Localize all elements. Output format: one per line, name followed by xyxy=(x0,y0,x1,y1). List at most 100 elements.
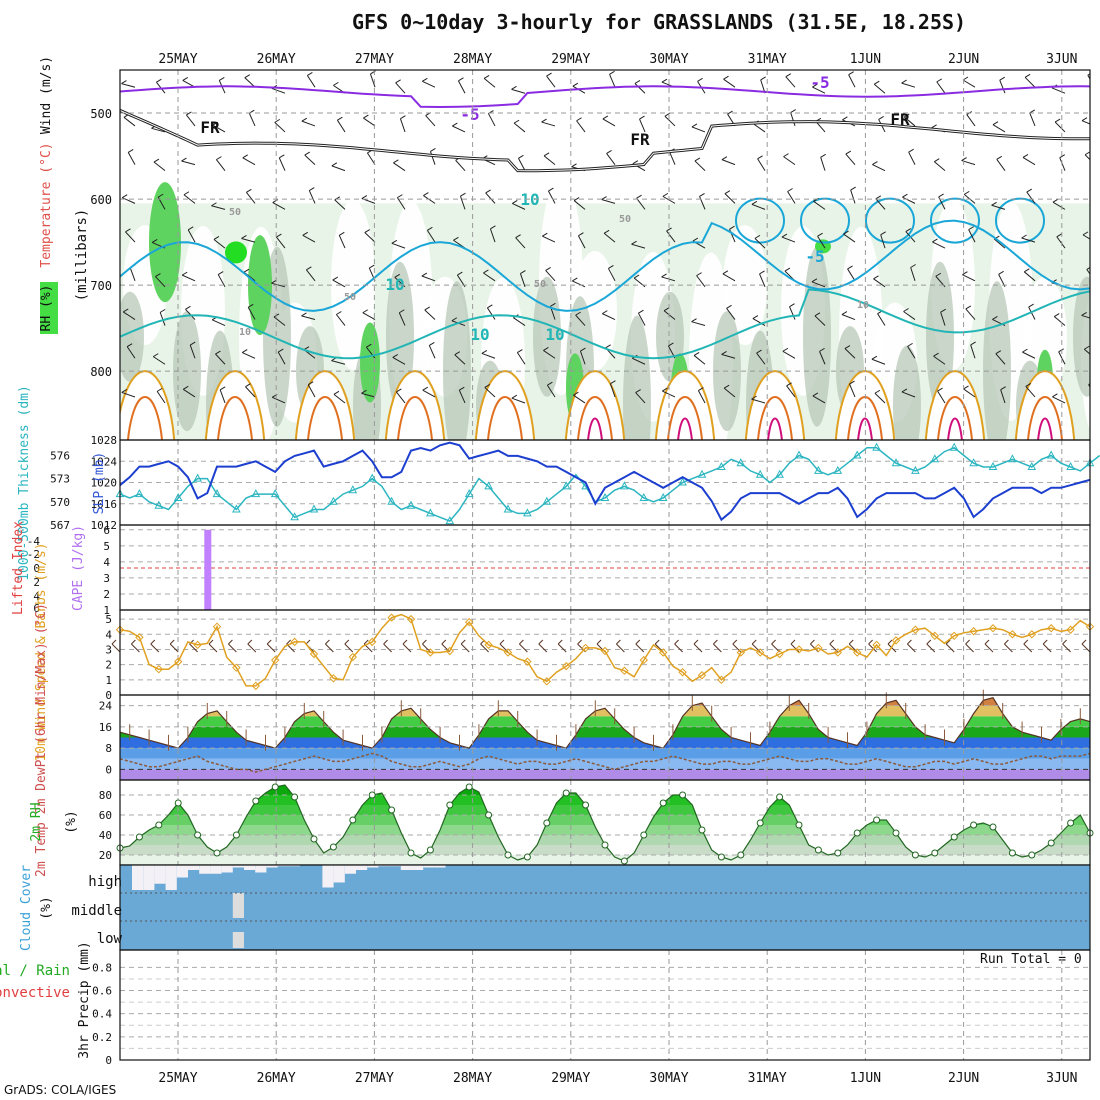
thickness-marker xyxy=(872,442,881,451)
rh-marker xyxy=(407,849,415,857)
wind-barb-flag xyxy=(968,226,974,231)
thickness-marker xyxy=(639,492,649,501)
wind-barb xyxy=(661,276,676,282)
wind-barb-flag xyxy=(515,234,521,239)
wind10-barb-flag xyxy=(790,639,796,645)
wind-barb xyxy=(546,75,556,88)
wind10-marker xyxy=(581,643,590,653)
wind10-marker xyxy=(755,648,765,657)
wind10-barb-flag xyxy=(111,639,117,645)
wind-barb-flag xyxy=(185,305,191,310)
wind-barb-flag xyxy=(998,270,1004,275)
wind10-barb xyxy=(1004,643,1013,653)
wind-barb-flag xyxy=(601,196,607,200)
wind-barb-flag xyxy=(219,76,225,81)
wind-barb-flag xyxy=(910,264,916,268)
wind10-marker xyxy=(736,648,746,657)
wind-barb xyxy=(185,114,196,127)
rh-marker xyxy=(291,793,299,801)
rh2m-axis-label: 2m RH xyxy=(29,802,44,841)
wind-barb-flag xyxy=(427,226,433,231)
wind-barb-flag xyxy=(424,306,431,311)
wind-barb-flag xyxy=(664,112,671,117)
wind-barb xyxy=(248,112,256,127)
wind-barb xyxy=(965,308,976,320)
wind-barb xyxy=(572,280,586,288)
wind-barb-flag xyxy=(723,384,730,389)
lifted-index-axis-label: Lifted Index xyxy=(11,521,26,615)
temp-band xyxy=(120,705,1090,717)
wind-barb xyxy=(785,76,796,88)
hot-contour xyxy=(397,395,433,440)
rh-marker xyxy=(795,821,803,829)
lifted-index-tick-label: 2 xyxy=(33,576,40,589)
wind-barb-flag xyxy=(334,196,341,201)
wind10-marker xyxy=(251,681,261,691)
wind-barb-flag xyxy=(931,124,937,129)
bottom-date-label: 27MAY xyxy=(355,1071,394,1086)
cloud-high-clear xyxy=(423,865,435,868)
thickness-marker xyxy=(891,458,901,467)
wind-barb xyxy=(1084,154,1090,161)
wind-barb xyxy=(1025,386,1036,398)
wind-barb-flag xyxy=(754,234,761,239)
wind-barb-flag xyxy=(430,147,436,152)
wind-barb xyxy=(481,352,496,359)
wind-barb-flag xyxy=(481,350,488,354)
wind10-barb xyxy=(1042,643,1052,653)
thickness-marker xyxy=(270,489,280,498)
wind-barb-flag xyxy=(1029,109,1036,114)
wind-barb-flag xyxy=(483,74,490,79)
wind10-barb-flag xyxy=(926,639,932,645)
wind-barb-flag xyxy=(572,277,578,282)
wind-barb-flag xyxy=(811,278,818,283)
wind-barb xyxy=(962,274,976,282)
rh-marker xyxy=(232,831,240,839)
cold-cell-contour xyxy=(930,197,980,244)
wind-barb-flag xyxy=(156,78,162,83)
thickness-marker xyxy=(697,469,707,478)
wind-barb-flag xyxy=(183,191,190,196)
wind10-barb xyxy=(984,643,994,653)
rh-marker xyxy=(1047,839,1055,847)
wind-barb xyxy=(721,159,736,166)
wind-barb xyxy=(156,391,166,404)
wind-barb xyxy=(992,124,1006,133)
wind-barb xyxy=(422,80,436,88)
wind-barb-flag xyxy=(901,79,907,84)
wind-barb xyxy=(993,238,1006,249)
wind-barb-flag xyxy=(460,192,466,197)
wind-barb-flag xyxy=(541,118,547,123)
cloud-mid-clear xyxy=(232,893,244,918)
wind-barb xyxy=(850,189,856,204)
wind10-barb-flag xyxy=(1023,639,1029,645)
wind-barb-flag xyxy=(422,77,428,82)
rh-marker xyxy=(601,841,609,849)
wind-barb-flag xyxy=(814,312,821,317)
bottom-date-label: 31MAY xyxy=(748,1071,787,1086)
wind-barb-flag xyxy=(423,192,429,196)
wind10-barb-flag xyxy=(363,639,369,645)
wind10-marker xyxy=(794,645,804,654)
rh-marker xyxy=(970,821,978,829)
wind10-barb-flag xyxy=(344,639,350,645)
wind-barb xyxy=(187,229,196,243)
thickness-marker xyxy=(212,489,222,498)
wind-barb-flag xyxy=(996,155,1003,160)
wind-barb-flag xyxy=(721,350,727,355)
wind-barb xyxy=(364,232,376,243)
top-date-label: 31MAY xyxy=(748,52,787,67)
wind10-marker xyxy=(212,622,222,631)
wind-barb xyxy=(458,389,466,404)
wind10-barb-flag xyxy=(305,639,311,645)
wind-barb-flag xyxy=(605,344,611,349)
wind10-marker xyxy=(270,655,280,665)
wind-barb-flag xyxy=(940,308,946,313)
cloud-high-clear xyxy=(210,865,222,874)
contour-label: 50 xyxy=(344,292,356,303)
wind-barb-flag xyxy=(578,232,584,237)
wind-barb xyxy=(970,344,976,359)
wind10-marker xyxy=(445,646,455,656)
cape-tick-label: 3 xyxy=(103,572,110,585)
wind-barb-flag xyxy=(790,109,796,114)
